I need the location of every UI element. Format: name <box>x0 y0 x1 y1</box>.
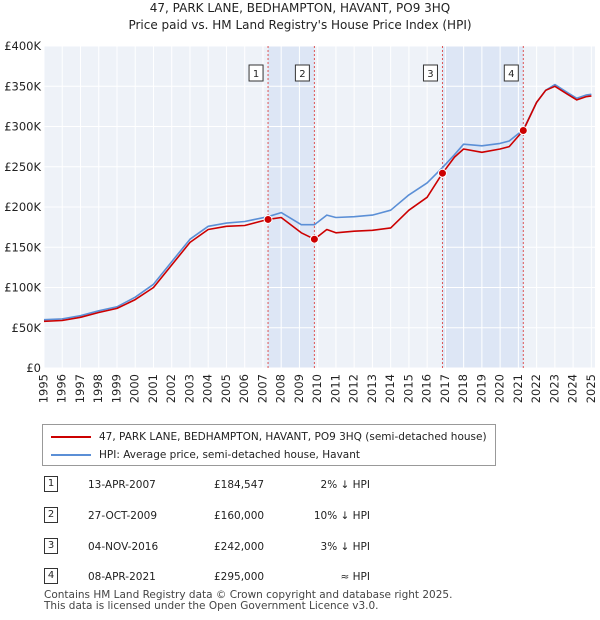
y-tick-label: £250K <box>4 160 41 174</box>
x-tick-label: 2024 <box>566 374 580 403</box>
x-tick-label: 2010 <box>310 374 324 403</box>
sale-point <box>518 126 528 136</box>
transaction-badge: 4 <box>44 568 58 584</box>
x-tick-label: 2016 <box>420 374 434 403</box>
x-tick-label: 2001 <box>146 374 160 403</box>
x-tick-label: 2017 <box>438 374 452 403</box>
transaction-row: 4 08-APR-2021 £295,000 ≈ HPI <box>0 568 600 588</box>
transaction-hpi: 3% ↓ HPI <box>320 541 370 553</box>
y-tick-label: £100K <box>4 281 41 295</box>
x-tick-label: 2009 <box>292 374 306 403</box>
x-tick-label: 2023 <box>547 374 561 403</box>
x-tick-label: 1997 <box>73 374 87 403</box>
sale-point <box>309 234 319 244</box>
transaction-date: 27-OCT-2009 <box>88 510 157 522</box>
sale-label-box <box>248 64 264 82</box>
x-tick-label: 1999 <box>109 374 123 403</box>
transaction-price: £184,547 <box>214 479 265 491</box>
x-tick-label: 2012 <box>347 374 361 403</box>
x-tick-label: 2014 <box>383 374 397 403</box>
transaction-date: 08-APR-2021 <box>88 571 156 583</box>
y-tick-label: £0 <box>26 361 41 375</box>
sale-label-box <box>422 64 438 82</box>
y-tick-label: £50K <box>12 321 42 335</box>
sale-label: 2 <box>299 69 305 80</box>
footer-licence: This data is licensed under the Open Gov… <box>44 600 379 612</box>
x-tick-label: 2003 <box>182 374 196 403</box>
x-tick-label: 2013 <box>365 374 379 403</box>
x-tick-label: 2006 <box>237 374 251 403</box>
x-tick-label: 2002 <box>164 374 178 403</box>
x-tick-label: 2022 <box>529 374 543 403</box>
transaction-price: £295,000 <box>214 571 265 583</box>
x-tick-label: 2021 <box>511 374 525 403</box>
transaction-price: £242,000 <box>214 541 265 553</box>
property-line-swatch <box>51 436 91 438</box>
property-price-line <box>43 85 592 323</box>
transaction-row: 3 04-NOV-2016 £242,000 3% ↓ HPI <box>0 538 600 558</box>
x-tick-label: 2008 <box>274 374 288 403</box>
transaction-price: £160,000 <box>214 510 265 522</box>
transaction-hpi: ≈ HPI <box>340 571 370 583</box>
x-tick-label: 2007 <box>255 374 269 403</box>
x-tick-label: 1998 <box>91 374 105 403</box>
transaction-row: 1 13-APR-2007 £184,547 2% ↓ HPI <box>0 476 600 496</box>
legend-item-property: 47, PARK LANE, BEDHAMPTON, HAVANT, PO9 3… <box>51 428 487 446</box>
footer: Contains HM Land Registry data © Crown c… <box>44 590 452 612</box>
price-chart: 47, PARK LANE, BEDHAMPTON, HAVANT, PO9 3… <box>4 1 598 403</box>
legend-label-hpi: HPI: Average price, semi-detached house,… <box>99 449 360 461</box>
transaction-date: 13-APR-2007 <box>88 479 156 491</box>
transaction-hpi: 10% ↓ HPI <box>313 510 370 522</box>
footer-copyright: Contains HM Land Registry data © Crown c… <box>44 589 453 601</box>
y-tick-label: £350K <box>4 79 41 93</box>
y-tick-label: £400K <box>4 39 41 53</box>
sale-label-box <box>503 64 519 82</box>
x-tick-label: 2020 <box>493 374 507 403</box>
x-tick-label: 2000 <box>128 374 142 403</box>
legend-item-hpi: HPI: Average price, semi-detached house,… <box>51 446 360 464</box>
chart-subtitle: Price paid vs. HM Land Registry's House … <box>128 18 471 32</box>
y-tick-label: £200K <box>4 200 41 214</box>
sale-label: 3 <box>427 69 433 80</box>
y-tick-label: £150K <box>4 240 41 254</box>
sale-point <box>263 214 273 224</box>
transaction-hpi: 2% ↓ HPI <box>320 479 370 491</box>
x-tick-label: 2005 <box>219 374 233 403</box>
x-tick-label: 1996 <box>55 374 69 403</box>
legend: 47, PARK LANE, BEDHAMPTON, HAVANT, PO9 3… <box>42 424 496 466</box>
x-tick-label: 1995 <box>37 374 51 403</box>
sale-label: 4 <box>508 69 514 80</box>
transaction-badge: 3 <box>44 538 58 554</box>
x-tick-label: 2025 <box>584 374 598 403</box>
transaction-date: 04-NOV-2016 <box>88 541 159 553</box>
chart-title: 47, PARK LANE, BEDHAMPTON, HAVANT, PO9 3… <box>150 1 451 15</box>
hpi-line-swatch <box>51 454 91 456</box>
x-tick-label: 2011 <box>328 374 342 403</box>
x-tick-label: 2004 <box>201 374 215 403</box>
legend-label-property: 47, PARK LANE, BEDHAMPTON, HAVANT, PO9 3… <box>99 431 487 443</box>
x-tick-label: 2019 <box>474 374 488 403</box>
sale-label-box <box>294 64 310 82</box>
x-tick-label: 2015 <box>401 374 415 403</box>
sale-label: 1 <box>253 69 259 80</box>
sale-point <box>437 168 447 178</box>
transaction-row: 2 27-OCT-2009 £160,000 10% ↓ HPI <box>0 507 600 527</box>
x-tick-label: 2018 <box>456 374 470 403</box>
y-tick-label: £300K <box>4 120 41 134</box>
transaction-badge: 1 <box>44 476 58 492</box>
transaction-badge: 2 <box>44 507 58 523</box>
